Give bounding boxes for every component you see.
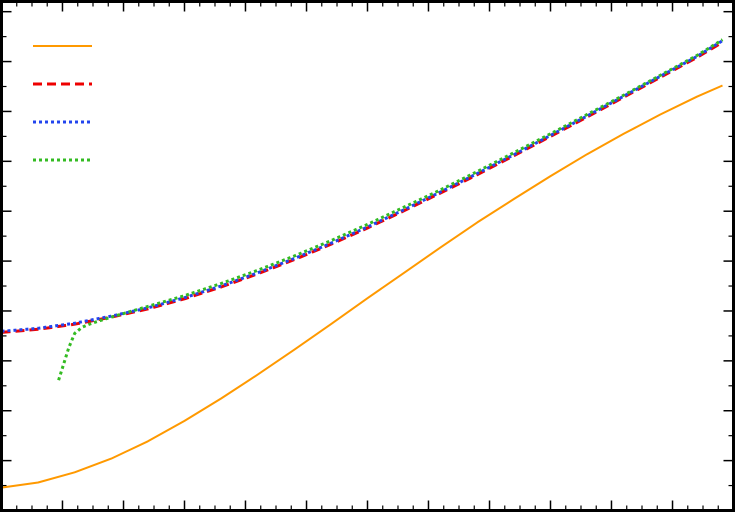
series-line-4 [57,38,724,381]
legend [33,45,92,162]
series-line-1 [1,84,723,489]
series-layer [1,38,724,489]
series-line-3 [1,39,724,333]
series-line-2 [1,40,724,334]
